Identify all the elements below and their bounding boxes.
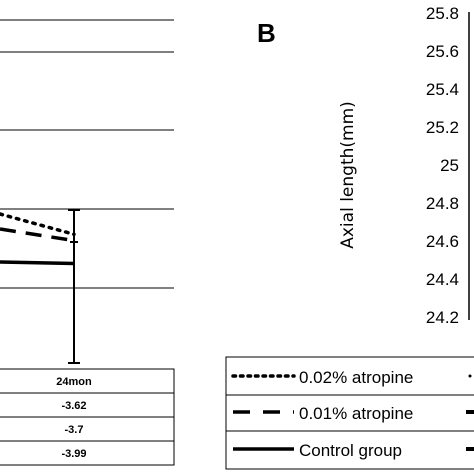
table-header: 24mon — [56, 376, 92, 388]
data-table: 24mon -3.62 -3.7 -3.99 — [0, 368, 175, 466]
table-cell: -3.7 — [65, 424, 84, 436]
y-tick-label: 24.6 — [426, 232, 459, 251]
legend-label: Control group — [299, 441, 402, 460]
legend: 0.02% atropine 0.01% atropine Control gr… — [225, 356, 474, 470]
legend-label: 0.02% atropine — [299, 368, 413, 387]
partial-solid — [466, 447, 474, 451]
panel-a-series — [0, 212, 76, 266]
panel-a: 24mon -3.62 -3.7 -3.99 — [0, 19, 175, 466]
y-tick-label: 25 — [440, 156, 459, 175]
panel-b: B Axial length(mm) 25.8 25.6 25.4 25.2 25 24.… — [225, 4, 474, 470]
error-bar — [68, 209, 80, 364]
table-cell: -3.62 — [61, 400, 86, 412]
legend-frame — [225, 356, 474, 470]
y-tick-labels: 25.8 25.6 25.4 25.2 25 24.8 24.6 24.4 24.2 — [426, 4, 459, 327]
y-tick-label: 25.8 — [426, 4, 459, 23]
panel-a-gridlines — [0, 19, 174, 289]
partial-dash — [466, 410, 474, 414]
partial-swatch — [466, 374, 474, 451]
y-tick-label: 24.2 — [426, 308, 459, 327]
y-tick-label: 24.4 — [426, 270, 459, 289]
table-cell: -3.99 — [61, 448, 86, 460]
panel-label: B — [257, 18, 276, 48]
partial-dot — [468, 374, 472, 378]
series-line — [0, 260, 75, 266]
y-tick-label: 25.4 — [426, 80, 459, 99]
legend-label: 0.01% atropine — [299, 404, 413, 423]
y-tick-label: 25.6 — [426, 42, 459, 61]
y-axis-label: Axial length(mm) — [338, 101, 358, 249]
series-line — [0, 227, 75, 243]
y-tick-label: 25.2 — [426, 118, 459, 137]
y-tick-label: 24.8 — [426, 194, 459, 213]
